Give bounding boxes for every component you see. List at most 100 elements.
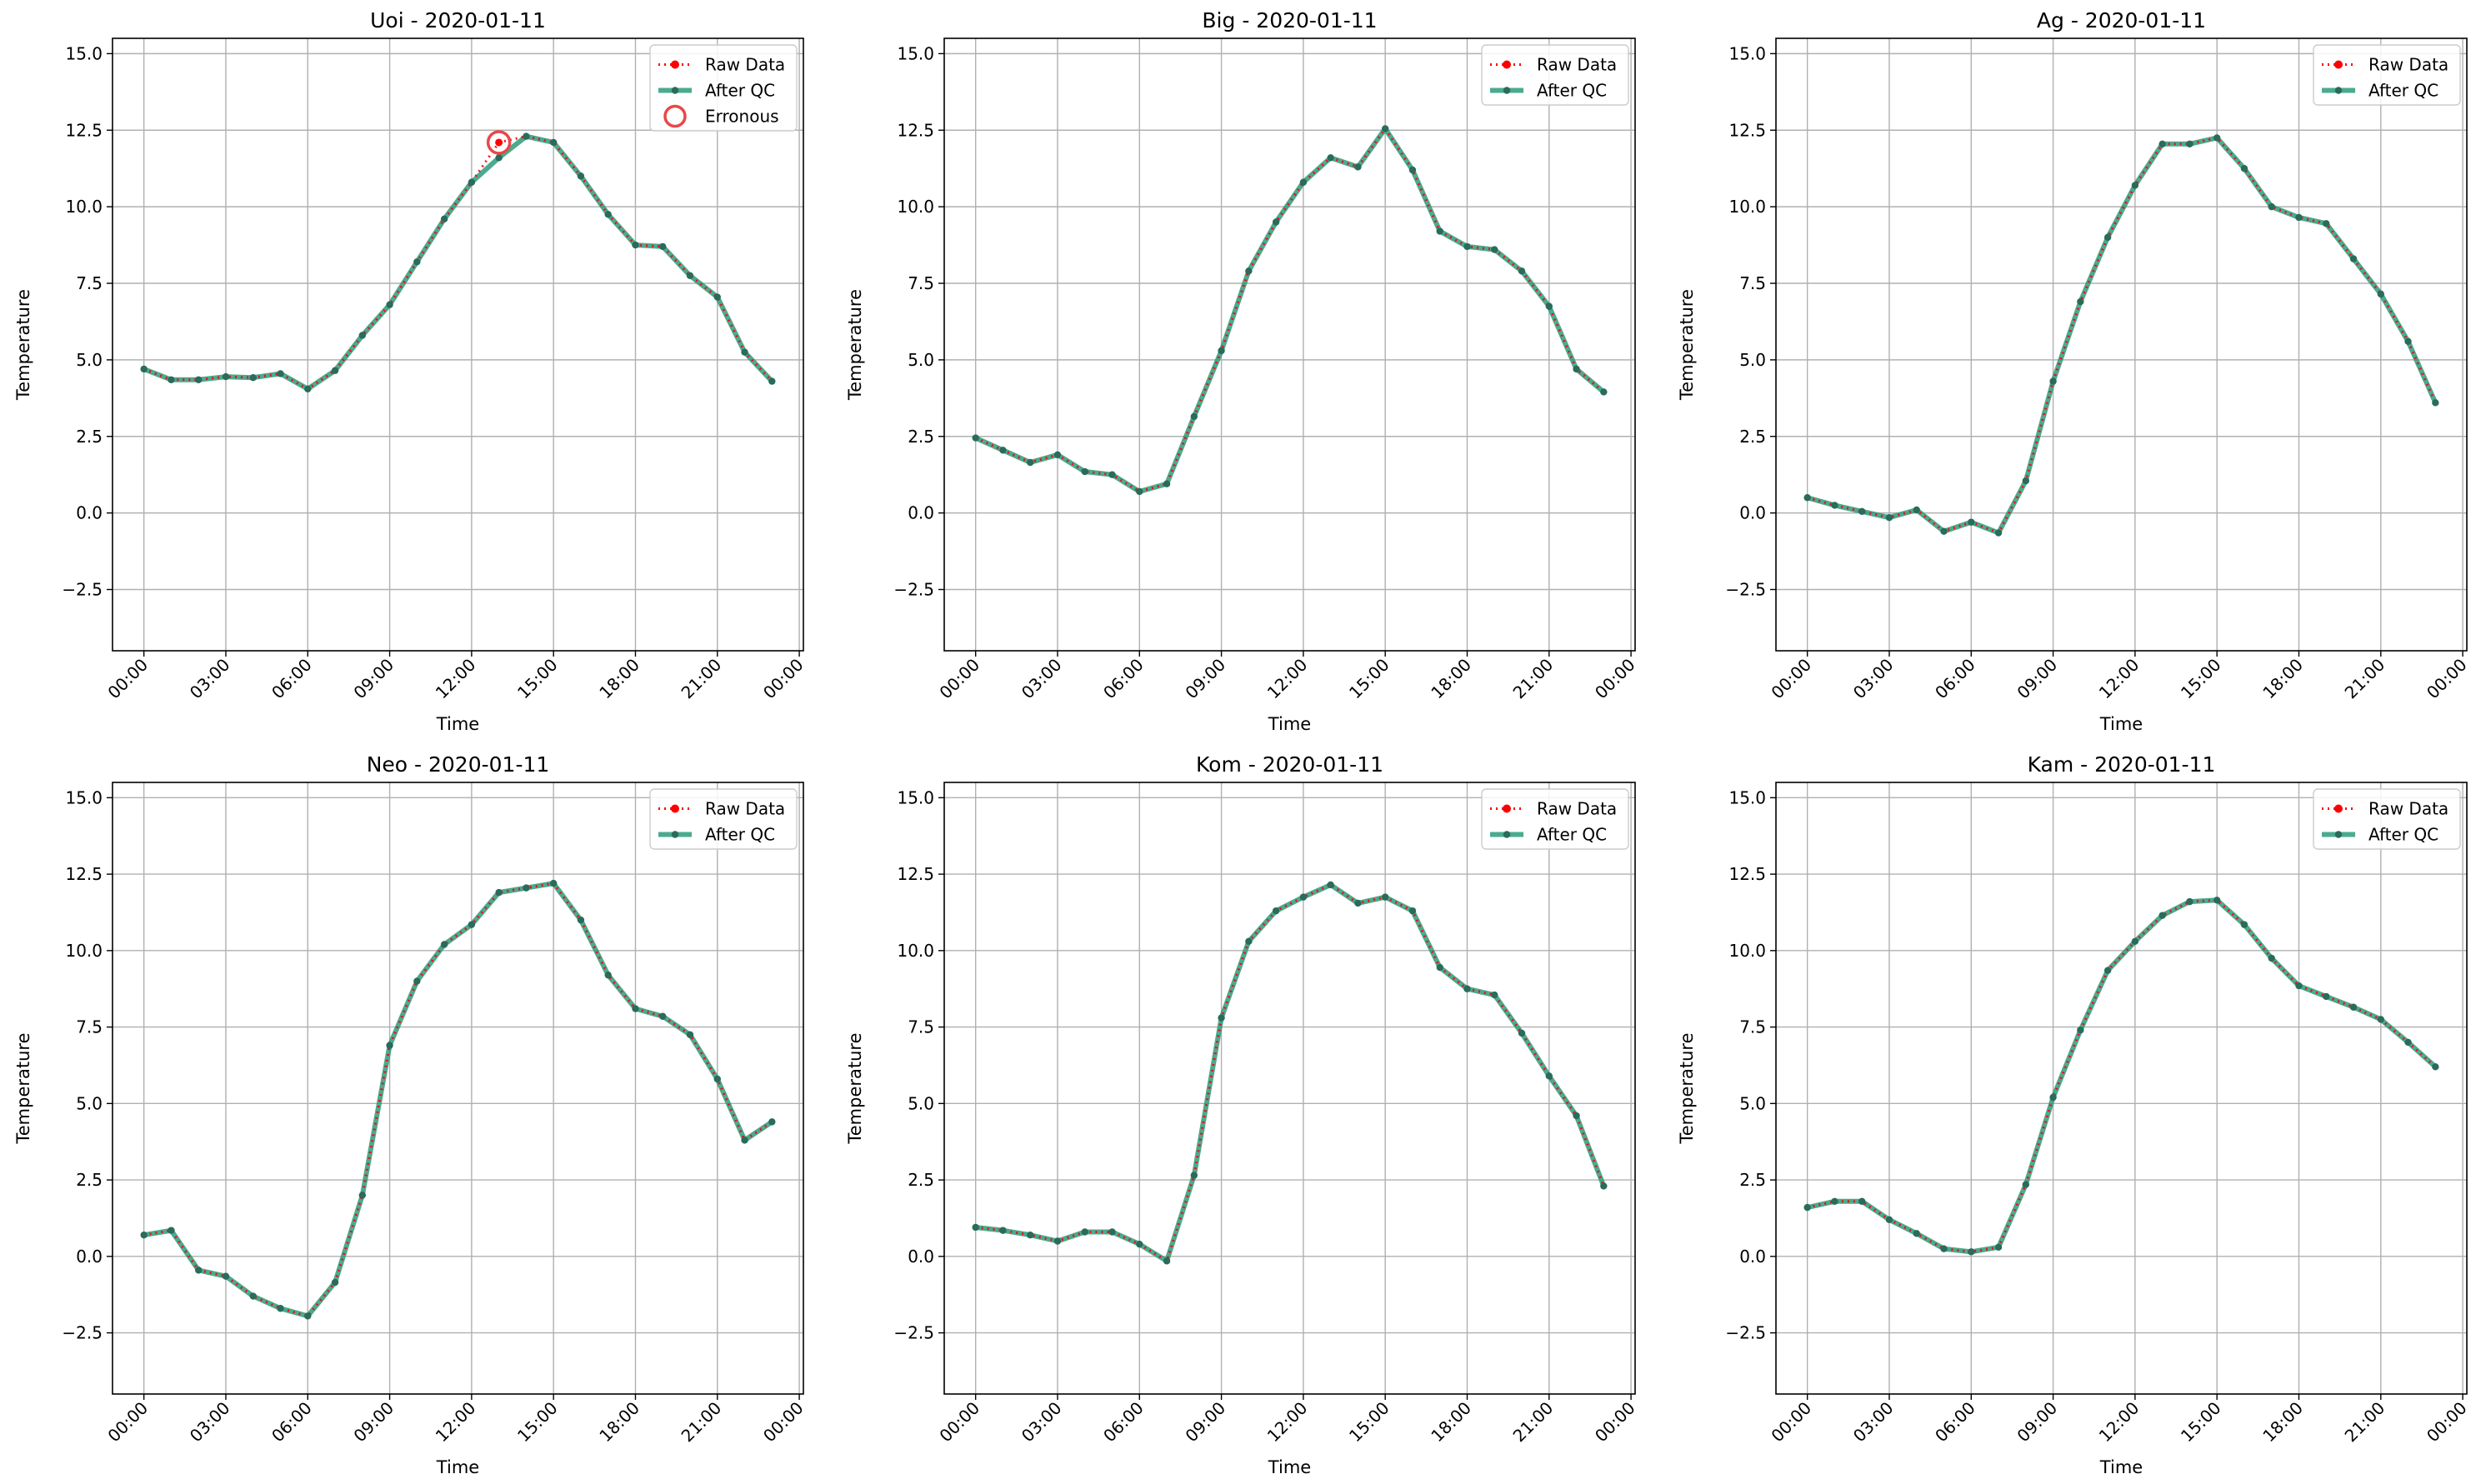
after-qc-point (1463, 985, 1471, 992)
after-qc-point (741, 1137, 748, 1144)
x-tick-label: 18:00 (595, 1398, 643, 1447)
after-qc-point (1940, 527, 1948, 535)
after-qc-point (1299, 893, 1308, 901)
y-tick-label: 12.5 (897, 864, 934, 884)
after-qc-point (2131, 182, 2139, 189)
after-qc-point (1491, 991, 1498, 999)
y-tick-label: 2.5 (76, 1170, 103, 1190)
series-after-qc-line (143, 881, 773, 1319)
y-axis-label: Temperature (845, 289, 865, 401)
series-after-qc-line (974, 126, 1606, 494)
x-tick-label: 21:00 (678, 1398, 726, 1447)
x-axis-label: Time (2099, 714, 2143, 734)
after-qc-point (549, 138, 558, 147)
legend-label: Erronous (705, 107, 779, 127)
x-tick-label: 12:00 (1263, 1398, 1312, 1447)
x-tick-label: 12:00 (432, 655, 480, 703)
after-qc-point (1218, 1014, 1225, 1022)
after-qc-point (1354, 899, 1362, 907)
after-qc-point (1272, 907, 1280, 915)
after-qc-point (358, 332, 367, 339)
subplot-1: −2.5 0.0 2.5 5.0 7.5 10.0 12.5 15.0 00:00 03:00 06… (13, 8, 808, 734)
after-qc-point (1858, 1197, 1866, 1205)
y-tick-label: 2.5 (908, 427, 934, 447)
after-qc-point (1163, 1257, 1171, 1265)
x-tick-label: 03:00 (1849, 1398, 1898, 1447)
y-tick-label: 7.5 (908, 273, 934, 293)
y-tick-label: 0.0 (908, 503, 934, 523)
after-qc-point (2323, 220, 2330, 227)
y-tick-label: 5.0 (1739, 1093, 1766, 1113)
after-qc-point (304, 1312, 312, 1320)
after-qc-point (2022, 1181, 2030, 1188)
y-tick-label: 15.0 (1728, 787, 1766, 807)
after-qc-point (686, 1031, 694, 1038)
y-tick-label: 15.0 (897, 787, 934, 807)
y-tick-label: 0.0 (76, 1247, 103, 1267)
y-tick-label: 0.0 (1739, 1247, 1766, 1267)
after-qc-point (1108, 471, 1116, 478)
after-qc-point (2022, 477, 2030, 485)
after-qc-point (1831, 502, 1838, 509)
legend-label: Raw Data (705, 799, 785, 819)
y-tick-label: 10.0 (897, 197, 934, 217)
after-qc-point (1354, 163, 1362, 171)
x-tick-label: 00:00 (103, 655, 152, 703)
after-qc-point (577, 916, 585, 924)
x-tick-label: 15:00 (1345, 1398, 1393, 1447)
y-tick-label: −2.5 (1725, 1323, 1766, 1343)
x-tick-label: 00:00 (935, 1398, 983, 1447)
after-qc-point (2295, 213, 2303, 222)
after-qc-point (1803, 494, 1811, 502)
after-qc-point (1190, 1172, 1198, 1179)
x-tick-label: 03:00 (186, 655, 234, 703)
x-axis-label: Time (1268, 1457, 1311, 1477)
after-qc-point (1081, 467, 1088, 476)
after-qc-point (1913, 1230, 1920, 1237)
chart-title: Big - 2020-01-11 (1202, 8, 1377, 32)
x-tick-label: 21:00 (678, 655, 726, 703)
after-qc-point (386, 1042, 393, 1049)
chart-title: Uoi - 2020-01-11 (370, 8, 546, 32)
after-qc-point (1136, 487, 1143, 496)
subplot-3: −2.5 0.0 2.5 5.0 7.5 10.0 12.5 15.0 00:00 03:00 06… (1677, 8, 2471, 734)
after-qc-point (2158, 912, 2166, 919)
legend-raw-data-marker (671, 804, 679, 813)
after-qc-point (523, 132, 530, 140)
raw-data-point (495, 138, 503, 147)
y-tick-label: 7.5 (1739, 273, 1766, 293)
legend-erroneous-marker (663, 104, 687, 128)
y-tick-label: 5.0 (908, 1093, 934, 1113)
after-qc-point (1245, 267, 1253, 275)
y-tick-label: 5.0 (908, 350, 934, 370)
after-qc-point (1027, 1231, 1034, 1239)
after-qc-point (1381, 125, 1389, 132)
legend-after-qc-marker (671, 831, 679, 838)
y-tick-label: 5.0 (76, 350, 103, 370)
series-raw-data-line (1807, 136, 2437, 535)
x-axis-label: Time (2099, 1457, 2143, 1477)
series-raw-data-line (143, 135, 773, 391)
x-axis-label: Time (1268, 714, 1311, 734)
after-qc-point (2404, 1038, 2412, 1047)
after-qc-point (999, 447, 1007, 454)
legend-after-qc-marker (2334, 87, 2343, 94)
after-qc-point (1858, 507, 1866, 515)
after-qc-point (604, 972, 612, 979)
legend: Raw Data After QC (1481, 44, 1629, 106)
series-after-qc-line (1807, 897, 2438, 1255)
after-qc-point (495, 888, 503, 897)
after-qc-point (1436, 227, 1443, 235)
after-qc-point (2186, 140, 2193, 147)
x-axis-label: Time (436, 714, 479, 734)
after-qc-point (1245, 937, 1253, 946)
after-qc-point (1491, 246, 1498, 253)
subplot-6: −2.5 0.0 2.5 5.0 7.5 10.0 12.5 15.0 00:00 03:00 06… (1677, 752, 2471, 1477)
legend-after-qc-marker (1503, 831, 1511, 838)
y-tick-label: 2.5 (1739, 427, 1766, 447)
series-after-qc-line (143, 133, 774, 392)
x-tick-label: 00:00 (1591, 655, 1639, 703)
after-qc-point (1463, 242, 1471, 251)
y-tick-label: 7.5 (76, 1017, 103, 1037)
x-tick-label: 18:00 (595, 655, 643, 703)
